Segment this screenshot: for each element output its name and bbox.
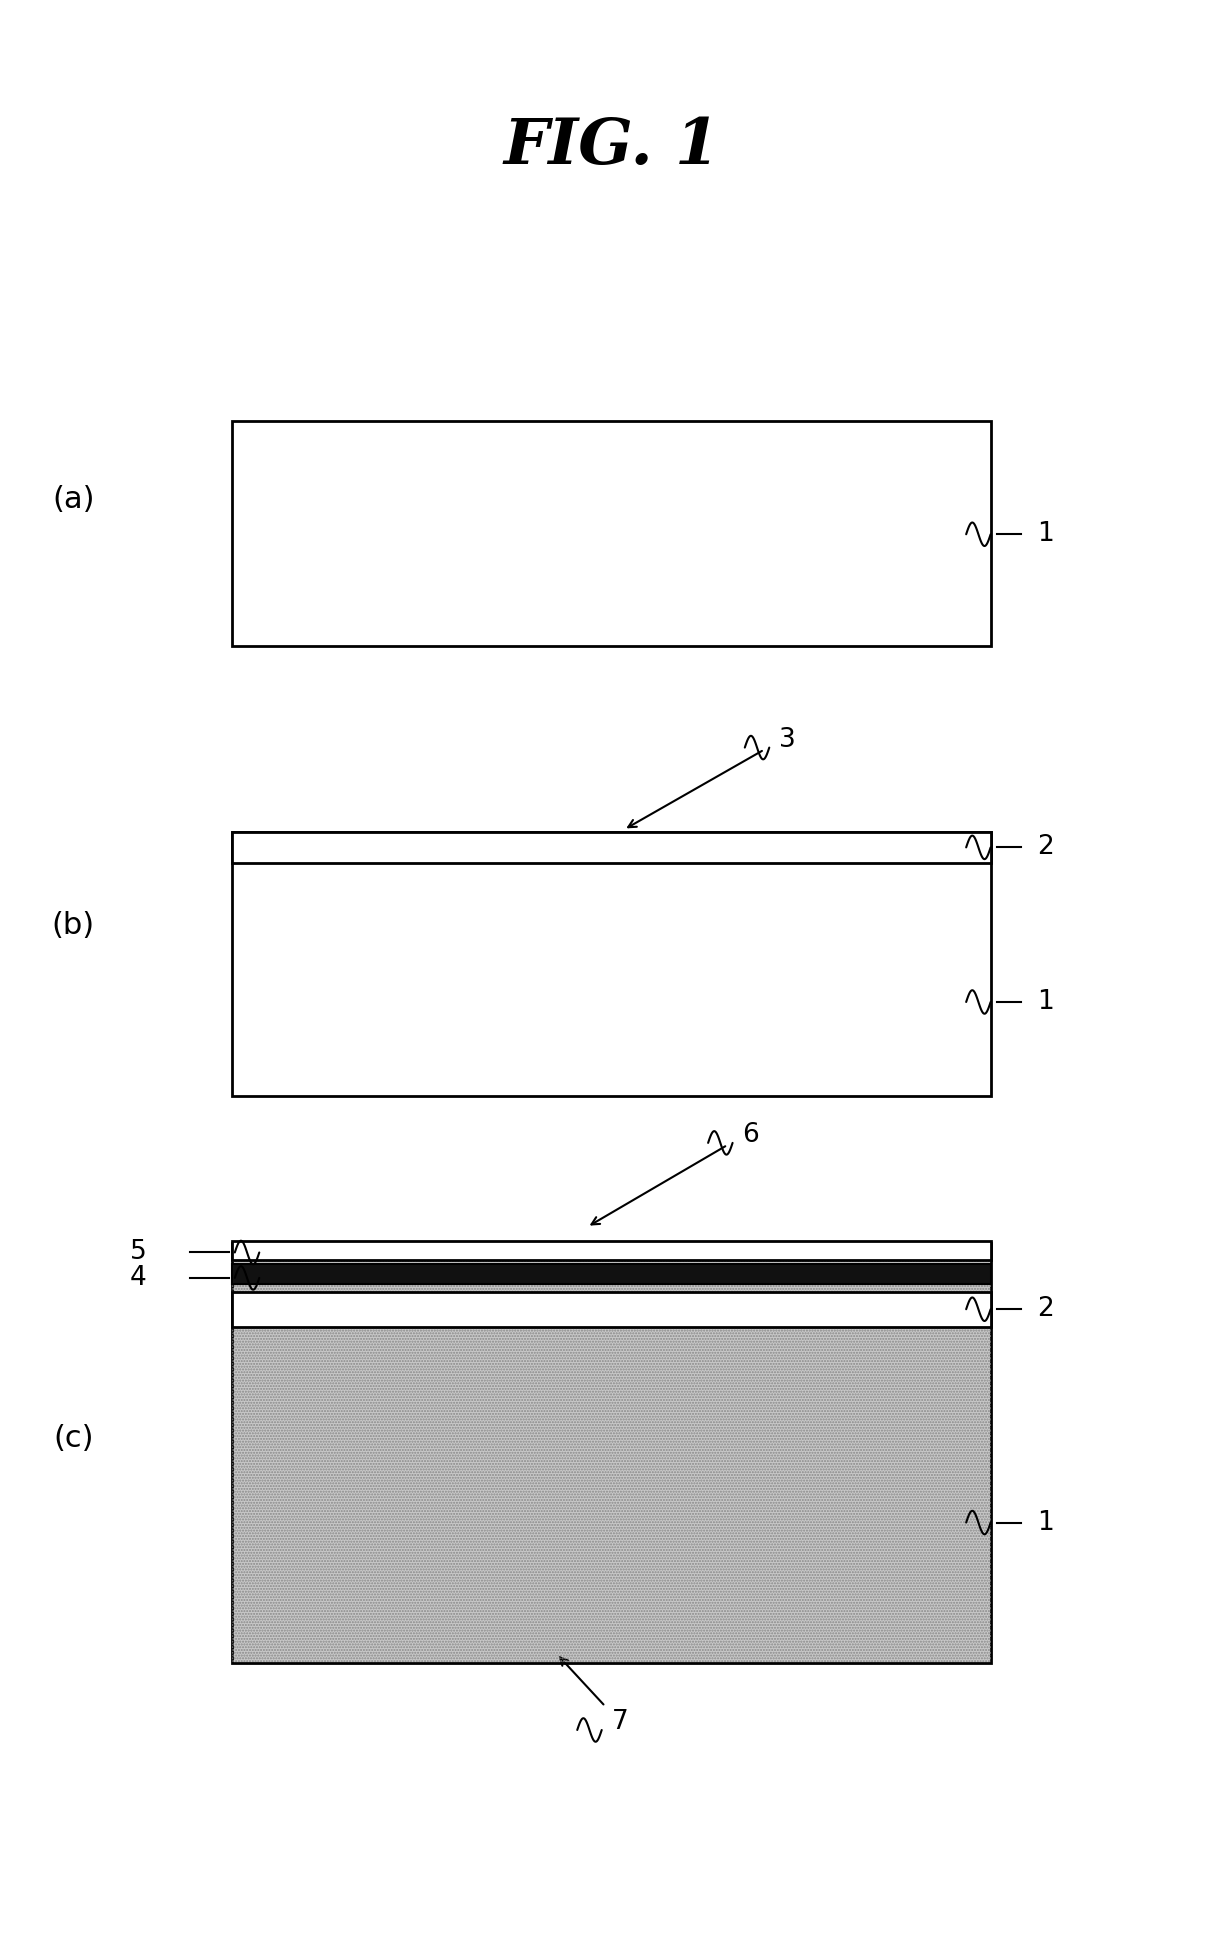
Text: 4: 4 bbox=[130, 1264, 147, 1292]
Bar bbox=[232, 832, 991, 1096]
Bar bbox=[232, 1241, 991, 1260]
Bar bbox=[232, 1264, 991, 1284]
Bar bbox=[232, 1292, 991, 1327]
Text: 1: 1 bbox=[1037, 988, 1054, 1016]
Bar bbox=[232, 1243, 991, 1663]
Text: (a): (a) bbox=[53, 485, 94, 513]
Text: FIG. 1: FIG. 1 bbox=[503, 115, 720, 178]
Text: 2: 2 bbox=[1037, 1296, 1054, 1323]
Bar bbox=[232, 1243, 991, 1663]
Text: 1: 1 bbox=[1037, 1509, 1054, 1536]
Text: 6: 6 bbox=[742, 1121, 759, 1149]
Text: 2: 2 bbox=[1037, 834, 1054, 861]
Text: (b): (b) bbox=[51, 912, 95, 939]
Bar bbox=[232, 832, 991, 863]
Text: 7: 7 bbox=[612, 1708, 629, 1736]
Text: 3: 3 bbox=[779, 726, 796, 753]
Text: 1: 1 bbox=[1037, 521, 1054, 548]
Text: 5: 5 bbox=[130, 1239, 147, 1266]
Bar bbox=[232, 421, 991, 646]
Text: (c): (c) bbox=[53, 1425, 94, 1452]
